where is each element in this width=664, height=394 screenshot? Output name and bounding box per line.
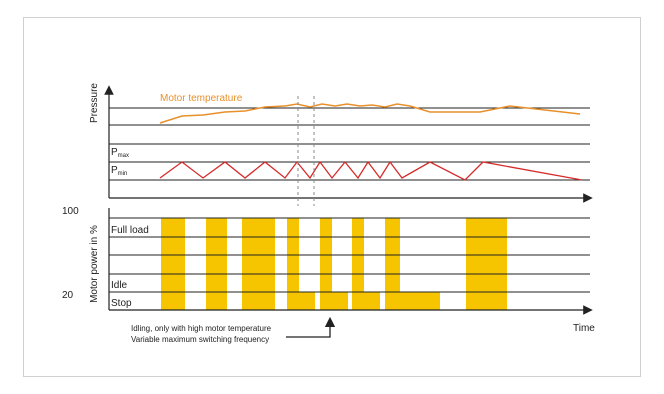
motor-temperature-label: Motor temperature bbox=[160, 93, 243, 104]
note-idling: Idling, only with high motor temperature bbox=[131, 324, 272, 333]
time-axis-label: Time bbox=[573, 323, 595, 334]
power-bar bbox=[206, 218, 227, 310]
power-axis-label: Motor power in % bbox=[89, 225, 100, 303]
power-bar bbox=[352, 292, 380, 310]
p-max-label: Pmax bbox=[111, 147, 129, 159]
power-grid bbox=[109, 217, 590, 293]
power-bar bbox=[287, 292, 315, 310]
pressure-grid bbox=[109, 107, 590, 181]
power-bar bbox=[161, 218, 185, 310]
motor-temperature-curve bbox=[159, 103, 581, 124]
value-20-label: 20 bbox=[62, 290, 74, 301]
power-bar bbox=[385, 218, 400, 310]
stop-label: Stop bbox=[111, 298, 132, 309]
power-bar bbox=[320, 292, 348, 310]
p-min-label: Pmin bbox=[111, 165, 127, 177]
power-bar bbox=[352, 218, 364, 310]
annotation-arrow bbox=[286, 316, 336, 338]
power-bar bbox=[320, 218, 332, 310]
power-bars bbox=[161, 218, 507, 310]
pressure-curve bbox=[159, 160, 583, 181]
pressure-axis-label: Pressure bbox=[89, 83, 100, 123]
power-bar bbox=[287, 218, 299, 310]
value-100-label: 100 bbox=[62, 206, 79, 217]
note-switching-frequency: Variable maximum switching frequency bbox=[131, 335, 269, 344]
power-bar bbox=[466, 218, 507, 310]
power-bar bbox=[385, 292, 440, 310]
frame-border bbox=[23, 17, 641, 377]
power-bar bbox=[242, 218, 275, 310]
idle-label: Idle bbox=[111, 280, 128, 291]
full-load-label: Full load bbox=[111, 225, 149, 236]
